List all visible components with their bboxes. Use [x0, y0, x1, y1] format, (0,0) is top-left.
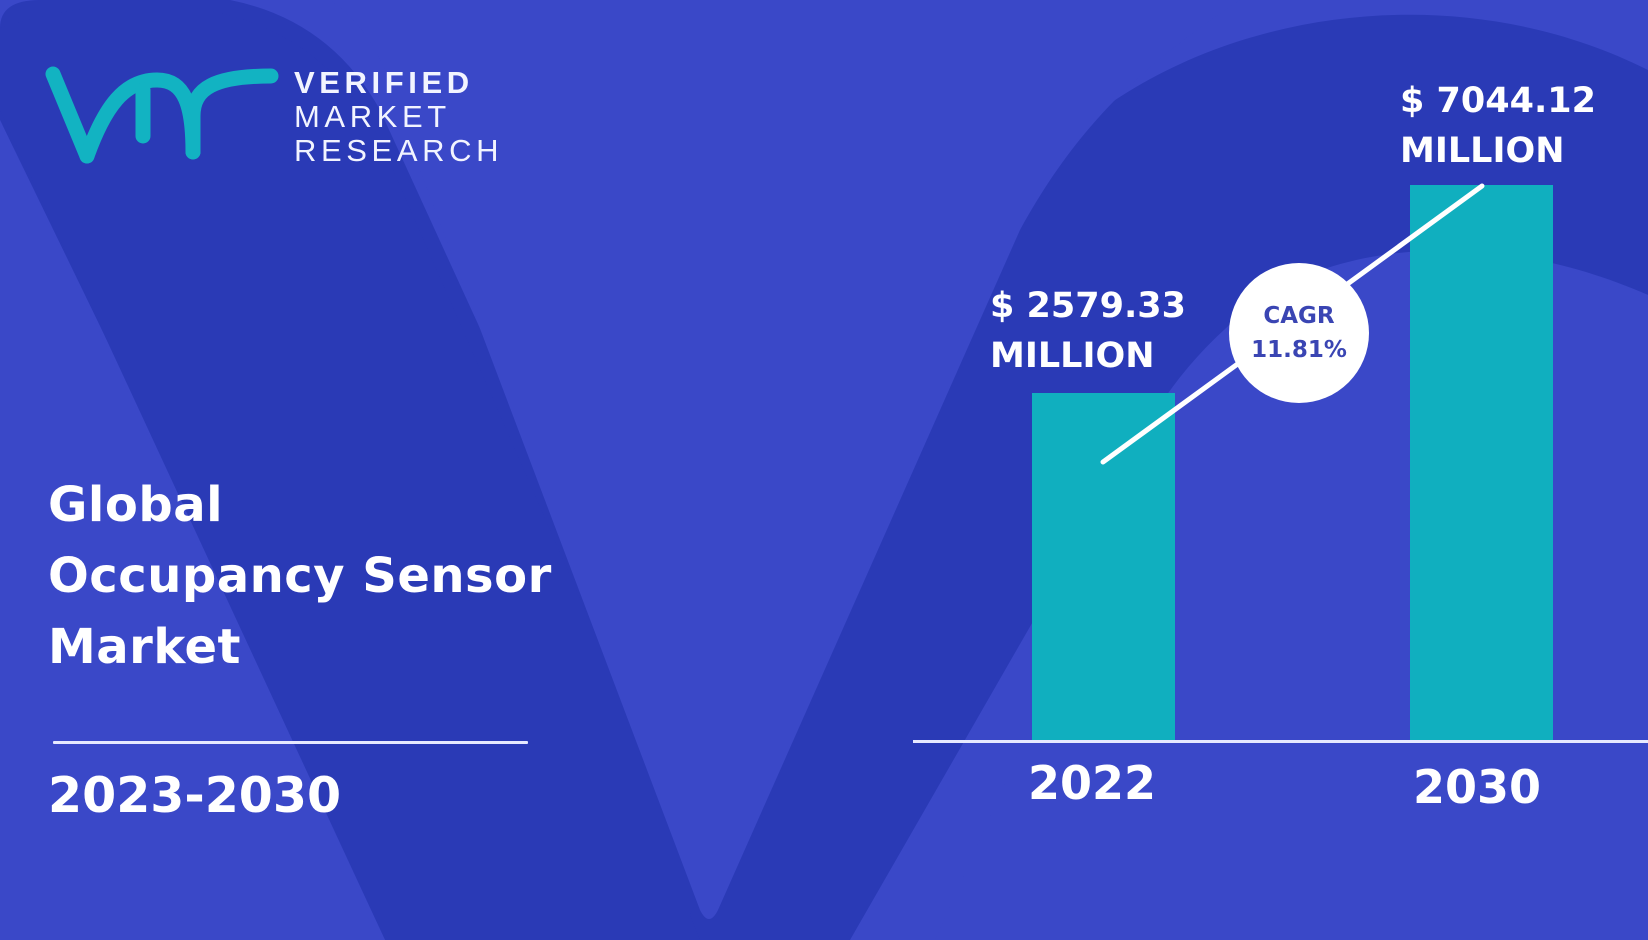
vmr-logo-icon — [45, 66, 279, 164]
bar-2030 — [1410, 185, 1553, 741]
title-divider — [53, 741, 528, 744]
brand-line-market: MARKET — [294, 99, 451, 134]
value-2022-unit: MILLION — [990, 336, 1155, 376]
bar-2022 — [1032, 393, 1175, 741]
x-label-2030: 2030 — [1413, 760, 1542, 814]
title-line-2: Occupancy Sensor — [48, 548, 552, 604]
forecast-period: 2023-2030 — [48, 767, 342, 824]
cagr-value: 11.81% — [1251, 337, 1347, 363]
value-label-2022: $ 2579.33 MILLION — [990, 281, 1186, 381]
cagr-label: CAGR — [1263, 303, 1335, 329]
brand-line-verified: VERIFIED — [294, 65, 474, 100]
brand-line-research: RESEARCH — [294, 133, 504, 168]
value-2022-amount: $ 2579.33 — [990, 286, 1186, 326]
title-line-3: Market — [48, 619, 241, 675]
x-label-2022: 2022 — [1028, 756, 1157, 810]
report-title: Global Occupancy Sensor Market — [48, 470, 552, 683]
value-label-2030: $ 7044.12 MILLION — [1400, 76, 1596, 176]
cagr-badge: CAGR 11.81% — [1229, 263, 1369, 403]
title-line-1: Global — [48, 477, 224, 533]
chart-baseline — [913, 740, 1648, 743]
value-2030-unit: MILLION — [1400, 131, 1565, 171]
value-2030-amount: $ 7044.12 — [1400, 81, 1596, 121]
brand-wordmark: VERIFIED MARKET RESEARCH — [294, 66, 503, 168]
